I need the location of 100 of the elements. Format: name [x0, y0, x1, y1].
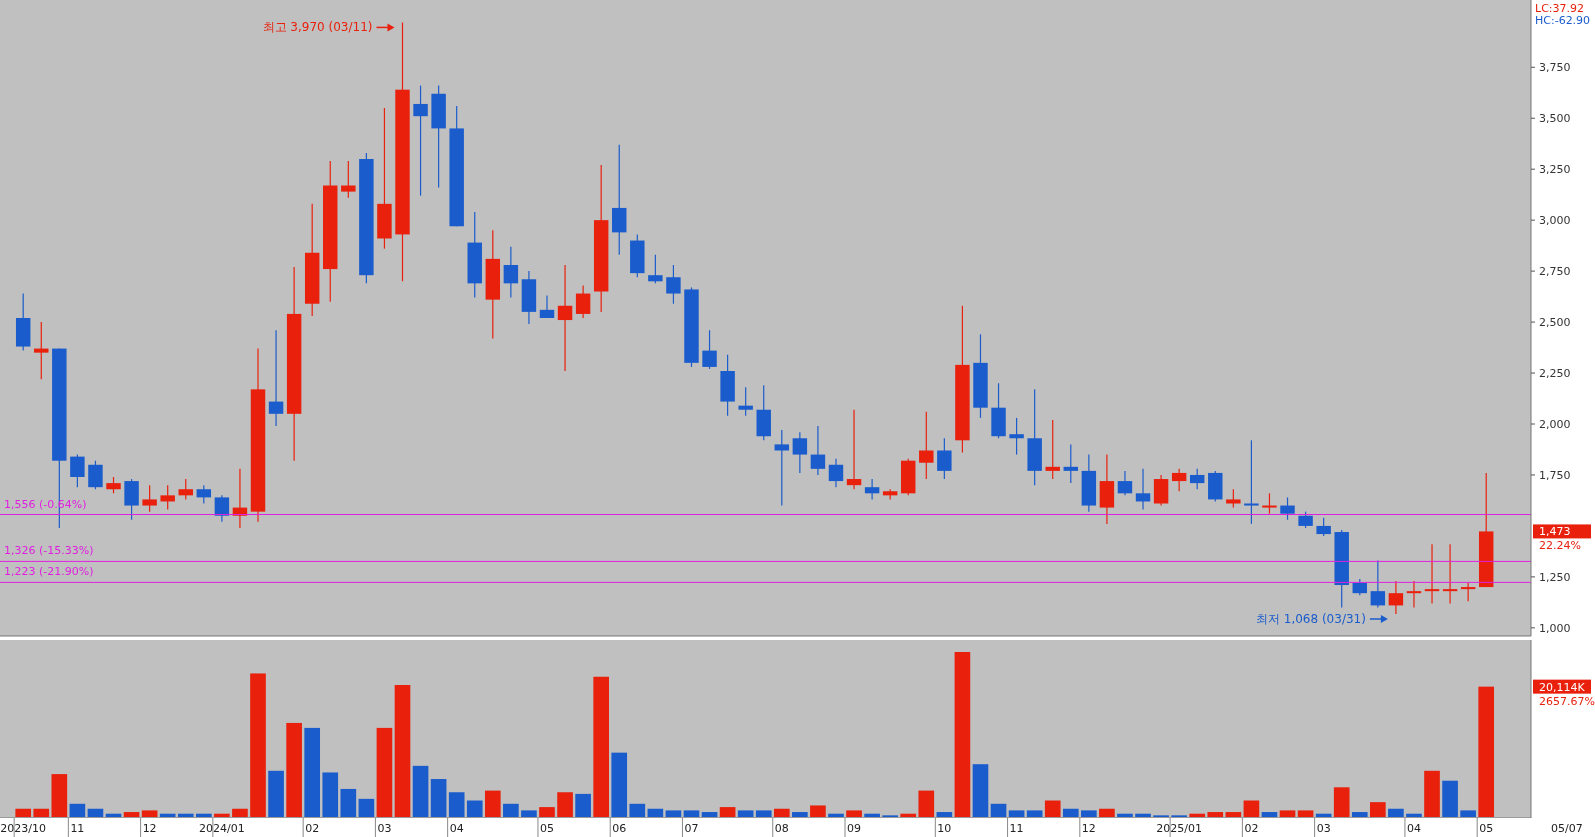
- y-tick-label: 3,000: [1539, 214, 1571, 228]
- bar: [340, 788, 357, 817]
- bar: [87, 808, 104, 817]
- x-tick-label: 11: [70, 822, 85, 835]
- y-tick-label: 3,250: [1539, 163, 1571, 177]
- bar: [1044, 800, 1061, 817]
- bar: [792, 812, 808, 817]
- bar: [466, 800, 483, 817]
- bar: [1225, 812, 1242, 817]
- bar: [918, 790, 935, 817]
- bar: [195, 813, 212, 817]
- bar: [430, 779, 447, 817]
- bar: [33, 808, 50, 817]
- bar: [250, 673, 266, 817]
- bar: [1279, 810, 1296, 817]
- bar: [1135, 813, 1151, 817]
- annotation: 최고 3,970 (03/11): [262, 20, 373, 35]
- bar: [232, 808, 248, 817]
- x-tick-label: 02: [305, 822, 320, 835]
- text: 05/07: [1551, 822, 1583, 835]
- bar: [701, 812, 718, 817]
- bar: [539, 807, 555, 817]
- bar: [268, 770, 284, 817]
- bar: [1261, 812, 1278, 817]
- bar: [1442, 780, 1458, 817]
- bar: [683, 810, 700, 817]
- bar: [593, 676, 609, 817]
- bar: [864, 813, 880, 817]
- bar: [810, 805, 826, 817]
- bar: [1207, 812, 1224, 817]
- bar: [737, 810, 754, 817]
- bar: [141, 810, 158, 817]
- x-tick-label: 06: [612, 822, 627, 835]
- text: 2657.67%: [1539, 694, 1595, 708]
- bar: [719, 807, 736, 817]
- bar: [1243, 800, 1260, 817]
- x-tick-label: 07: [684, 822, 699, 835]
- bar: [972, 764, 989, 817]
- bar: [1008, 810, 1025, 817]
- bar: [647, 808, 664, 817]
- bar: [503, 803, 519, 817]
- y-tick-label: 1,750: [1539, 468, 1571, 482]
- text: LC:37.92: [1535, 2, 1585, 15]
- bar: [412, 765, 429, 817]
- bar: [15, 808, 32, 817]
- ref-line-label: 1,223 (-21.90%): [4, 565, 94, 579]
- bar: [557, 792, 573, 817]
- bar: [1406, 813, 1422, 817]
- x-tick-label: 10: [937, 822, 952, 835]
- x-tick-label: 05: [539, 822, 554, 835]
- ref-line-label: 1,326 (-15.33%): [4, 544, 94, 558]
- bar: [1460, 810, 1476, 817]
- bar: [304, 727, 321, 817]
- x-tick-label: 04: [449, 822, 464, 835]
- bar: [159, 813, 176, 817]
- bar: [828, 813, 844, 817]
- bar: [665, 810, 682, 817]
- bar: [214, 813, 230, 817]
- bar: [394, 685, 411, 817]
- y-tick-label: 1,250: [1539, 570, 1571, 584]
- y-tick-label: 2,500: [1539, 316, 1571, 330]
- bar: [376, 727, 393, 817]
- bar: [1117, 813, 1133, 817]
- x-tick-label: 02: [1244, 822, 1259, 835]
- bar: [1388, 808, 1404, 817]
- y-tick-label: 3,750: [1539, 61, 1571, 75]
- bar: [755, 810, 772, 817]
- bar: [900, 813, 917, 817]
- bar: [1424, 770, 1440, 817]
- bar: [1081, 810, 1097, 817]
- bar: [1297, 810, 1314, 817]
- bar: [575, 793, 591, 817]
- x-tick-label: 03: [377, 822, 392, 835]
- bar: [123, 812, 140, 817]
- bar: [629, 803, 646, 817]
- x-tick-label: 11: [1009, 822, 1024, 835]
- bar: [286, 722, 302, 817]
- bar: [990, 803, 1007, 817]
- bar: [1333, 787, 1350, 817]
- annotation: 최저 1,068 (03/31): [1255, 611, 1366, 626]
- bar: [51, 774, 68, 817]
- x-tick-label: 08: [774, 822, 789, 835]
- bar: [1062, 808, 1079, 817]
- bar: [177, 813, 194, 817]
- bar: [69, 803, 86, 817]
- bar: [521, 810, 537, 817]
- bar: [1370, 802, 1386, 817]
- bar: [773, 808, 790, 817]
- bar: [1026, 810, 1043, 817]
- bar: [846, 810, 862, 817]
- text: HC:-62.90: [1535, 14, 1591, 27]
- x-tick-label: 03: [1316, 822, 1331, 835]
- bar: [322, 772, 339, 817]
- bar: [611, 752, 628, 817]
- bar: [1099, 808, 1115, 817]
- bar: [954, 652, 971, 817]
- x-tick-label: 04: [1406, 822, 1421, 835]
- text: 1,473: [1539, 525, 1571, 539]
- x-tick-label: 05: [1479, 822, 1494, 835]
- bar: [484, 790, 501, 817]
